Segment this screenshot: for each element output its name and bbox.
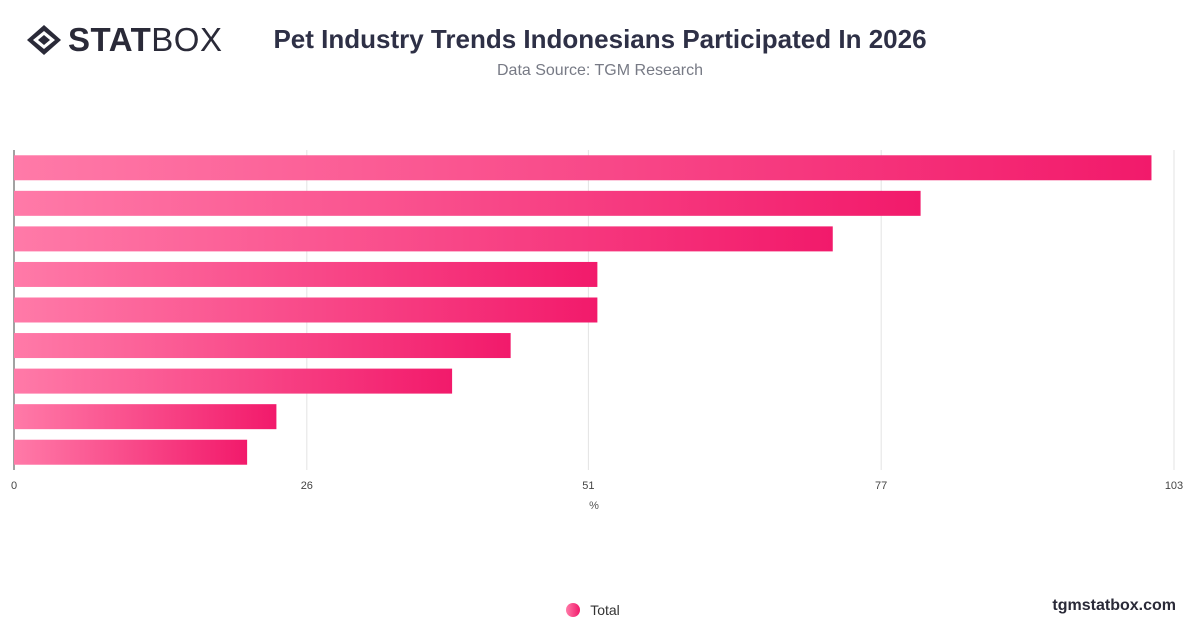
x-axis-label: % — [589, 500, 599, 512]
logo-bold-text: STAT — [68, 21, 152, 58]
bar[interactable] — [14, 404, 277, 430]
bar[interactable] — [14, 226, 833, 252]
x-tick-label: 26 — [301, 480, 313, 492]
legend[interactable]: Total — [0, 602, 1200, 618]
x-tick-label: 0 — [11, 480, 17, 492]
chart-subtitle: Data Source: TGM Research — [496, 62, 703, 79]
statbox-diamond-icon — [27, 25, 61, 55]
logo-text: STATBOX — [68, 22, 222, 58]
x-tick-label: 77 — [875, 480, 887, 492]
bar[interactable] — [14, 155, 1152, 181]
logo-light-text: BOX — [151, 21, 223, 58]
x-tick-label: 103 — [1165, 480, 1183, 492]
bar[interactable] — [14, 261, 598, 287]
bar[interactable] — [14, 297, 598, 323]
legend-label: Total — [590, 602, 620, 618]
statbox-logo: STATBOX — [26, 22, 222, 58]
site-footer: tgmstatbox.com — [1052, 597, 1176, 614]
chart-title: Pet Industry Trends Indonesians Particip… — [273, 24, 927, 54]
x-tick-label: 51 — [582, 480, 594, 492]
legend-marker — [566, 603, 581, 617]
bar[interactable] — [14, 333, 511, 359]
bar[interactable] — [14, 368, 453, 394]
bar[interactable] — [14, 439, 248, 465]
bar[interactable] — [14, 190, 921, 216]
